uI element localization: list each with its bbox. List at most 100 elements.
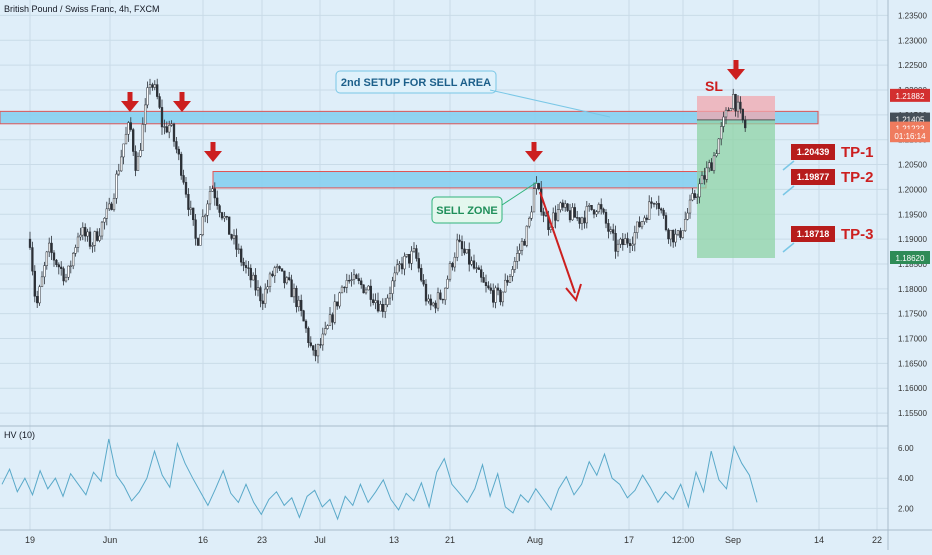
candle-body <box>511 269 514 277</box>
price-marker-box <box>890 251 930 264</box>
candle-body <box>122 143 125 158</box>
candle-body <box>115 173 118 199</box>
candle-body <box>36 296 39 304</box>
candle-body <box>62 268 65 282</box>
take-profit-area[interactable] <box>697 119 775 258</box>
sell-zone-callout-box[interactable] <box>431 196 503 224</box>
candle-body <box>218 205 221 213</box>
candle-body <box>484 282 488 286</box>
candle-body <box>213 188 216 199</box>
candle-body <box>679 230 682 238</box>
candle-body <box>117 170 120 175</box>
candle-body <box>348 280 351 282</box>
candle-body <box>336 301 339 307</box>
candle-body <box>556 209 560 221</box>
candle-body <box>189 207 192 210</box>
candle-body <box>633 232 636 245</box>
candle-body <box>223 216 226 219</box>
candle-body <box>542 211 545 216</box>
candle-body <box>645 217 648 220</box>
candle-body <box>367 285 370 291</box>
price-marker-label: 1.21882 <box>896 92 925 101</box>
candle-body <box>468 249 471 265</box>
projected-drop-line <box>539 191 576 294</box>
target-2[interactable]: 1.19877 TP-2 <box>782 169 874 196</box>
position-tool[interactable] <box>697 95 775 258</box>
candle-body <box>597 204 600 213</box>
candle-body <box>266 286 269 290</box>
time-tick-label: 21 <box>445 535 455 545</box>
price-axis[interactable]: 1.235001.230001.225001.220001.215001.210… <box>890 11 930 418</box>
candle-body <box>612 229 615 234</box>
candle-body <box>535 183 538 189</box>
candle-body <box>33 270 36 297</box>
target-1[interactable]: 1.20439 TP-1 <box>782 144 874 171</box>
candle-body <box>180 153 183 176</box>
candle-body <box>302 310 305 322</box>
projected-drop-arrow-icon <box>565 283 582 303</box>
candle-body <box>489 287 492 291</box>
candle-body <box>477 267 480 270</box>
candle-body <box>52 252 56 261</box>
candle-body <box>240 248 243 263</box>
candle-body <box>686 212 689 220</box>
candle-body <box>206 203 209 216</box>
time-axis[interactable]: 19 Jun 16 23 Jul 13 21 Aug 17 12:00 Sep 14 22 <box>25 535 882 545</box>
upper-sell-area-zone[interactable] <box>0 110 819 125</box>
candle-body <box>732 94 735 109</box>
candle-body <box>357 278 360 281</box>
price-tick-label: 1.15500 <box>898 409 927 418</box>
target-pointer <box>782 185 795 196</box>
candle-body <box>273 267 276 277</box>
candle-body <box>465 249 468 254</box>
candle-body <box>369 285 372 300</box>
candle-body <box>312 345 315 351</box>
candle-body <box>360 280 363 286</box>
candle-body <box>194 219 197 239</box>
candle-body <box>110 203 113 211</box>
hv-indicator: 6.00 4.00 2.00 <box>0 438 914 521</box>
candle-body <box>559 202 562 210</box>
candle-body <box>331 314 334 323</box>
candle-body <box>216 197 219 206</box>
candle-body <box>684 219 687 231</box>
candle-body <box>333 301 336 323</box>
hv-title: HV (10) <box>4 430 35 440</box>
candle-body <box>199 234 202 246</box>
time-tick-label: 12:00 <box>672 535 695 545</box>
candle-body <box>340 286 344 294</box>
candle-body <box>494 287 497 303</box>
candle-body <box>300 299 303 311</box>
candle-body <box>712 155 716 171</box>
candle-body <box>141 124 144 151</box>
target-3[interactable]: 1.18718 TP-3 <box>782 226 874 253</box>
candle-body <box>103 218 106 223</box>
candle-body <box>96 231 99 241</box>
candle-body <box>405 254 408 257</box>
candle-body <box>585 206 588 224</box>
candle-body <box>530 211 533 219</box>
candle-body <box>40 276 44 287</box>
candle-body <box>204 215 207 218</box>
candle-body <box>235 235 238 250</box>
sell-zone-zone[interactable] <box>212 171 707 189</box>
setup-callout-box[interactable] <box>335 70 497 94</box>
candle-body <box>160 107 164 128</box>
candle-body <box>648 201 651 220</box>
target-price-label: 1.20439 <box>797 147 830 157</box>
candle-body <box>453 256 456 268</box>
candle-body <box>350 279 353 281</box>
candle-body <box>343 286 346 289</box>
candle-body <box>379 303 382 312</box>
candle-body <box>544 215 548 217</box>
candle-body <box>734 94 737 112</box>
time-tick-label: 14 <box>814 535 824 545</box>
candle-body <box>696 196 699 198</box>
target-pointer <box>782 242 795 253</box>
time-tick-label: Jun <box>103 535 118 545</box>
price-tick-label: 1.23000 <box>898 36 927 45</box>
candle-body <box>463 248 466 254</box>
candle-body <box>444 287 447 301</box>
candle-body <box>429 298 432 306</box>
